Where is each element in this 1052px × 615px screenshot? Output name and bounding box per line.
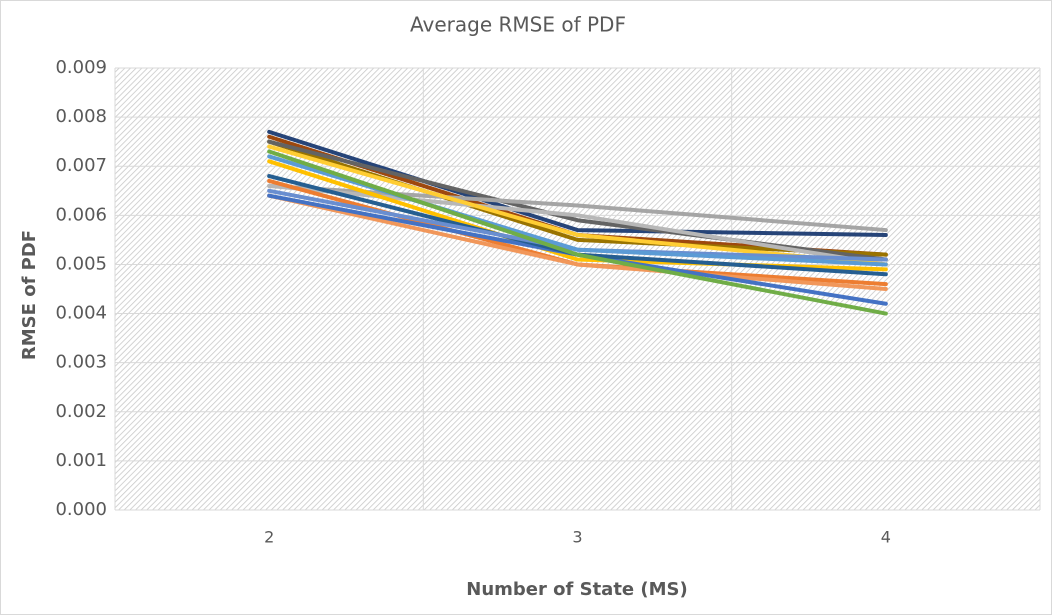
- y-tick-label: 0.005: [55, 253, 107, 274]
- y-tick-label: 0.006: [55, 204, 107, 225]
- y-tick-label: 0.001: [55, 450, 107, 471]
- plot-area: [115, 68, 1040, 510]
- y-tick-label: 0.004: [55, 303, 107, 324]
- x-tick-label: 4: [881, 528, 891, 547]
- y-tick-label: 0.002: [55, 401, 107, 422]
- y-tick-label: 0.003: [55, 352, 107, 373]
- y-tick-label: 0.000: [55, 499, 107, 520]
- series-line: [267, 149, 888, 316]
- y-tick-label: 0.009: [55, 57, 107, 78]
- x-axis-label: Number of State (MS): [466, 579, 687, 600]
- y-tick-label: 0.007: [55, 155, 107, 176]
- x-tick-label: 2: [264, 528, 274, 547]
- series-line: [267, 193, 888, 291]
- x-tick-label: 3: [572, 528, 582, 547]
- series-line: [267, 129, 888, 237]
- y-axis-label: RMSE of PDF: [19, 230, 40, 360]
- y-tick-label: 0.008: [55, 106, 107, 127]
- chart-title: Average RMSE of PDF: [410, 13, 626, 37]
